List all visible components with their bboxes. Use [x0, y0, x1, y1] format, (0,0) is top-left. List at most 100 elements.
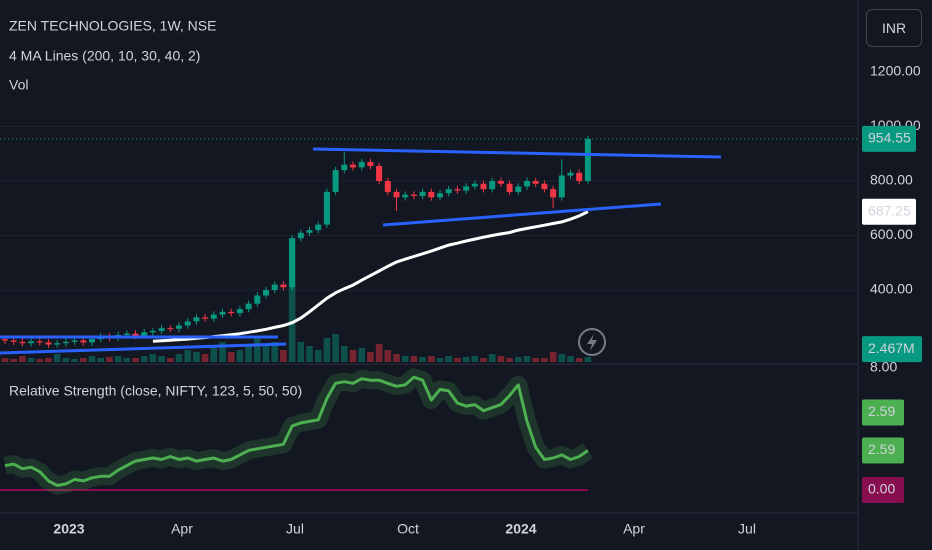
volume-bar: [245, 344, 252, 362]
candle-body: [2, 339, 8, 341]
y-tick-label: 800.00: [870, 172, 913, 188]
candle-body: [271, 284, 278, 291]
candle-body: [132, 333, 139, 336]
volume-bar: [384, 350, 392, 362]
volume-bar: [262, 346, 270, 362]
candle-body: [463, 186, 470, 191]
x-tick-label: Apr: [171, 521, 193, 537]
candle-body: [567, 172, 574, 176]
volume-bar: [80, 358, 87, 362]
volume-bar: [332, 334, 339, 362]
volume-bar: [140, 356, 148, 362]
value-badge-label: 2.59: [868, 403, 895, 419]
volume-bar: [436, 358, 444, 362]
value-badge: [862, 198, 916, 225]
candle-body: [123, 333, 130, 336]
trend-line: [382, 202, 662, 227]
candle-body: [576, 172, 583, 181]
x-tick-label: Jul: [738, 521, 756, 537]
candle-body: [254, 295, 261, 304]
volume-bar: [27, 358, 35, 362]
rs-line: [4, 375, 589, 487]
volume-bar: [497, 356, 505, 362]
volume-bar: [123, 358, 131, 362]
candle-body: [532, 181, 539, 184]
volume-bar: [193, 352, 200, 362]
candle-body: [367, 161, 374, 167]
candle-body: [45, 342, 52, 345]
candle-body: [62, 341, 69, 344]
volume-bar: [236, 350, 244, 362]
candle-body: [497, 181, 504, 184]
volume-bar: [314, 350, 322, 362]
volume-bar: [471, 356, 479, 362]
volume-bar: [219, 342, 226, 362]
volume-bar: [280, 350, 287, 362]
volume-bar: [175, 354, 183, 362]
candle-body: [428, 191, 435, 198]
candle-body: [541, 183, 548, 190]
volume-bar: [488, 354, 496, 362]
volume-bar: [428, 356, 435, 362]
volume-bar: [375, 344, 383, 362]
candle-body: [158, 328, 165, 331]
x-tick-label: Jul: [286, 521, 304, 537]
candle-body: [454, 189, 461, 191]
x-tick-label: Oct: [397, 521, 419, 537]
candle-body: [558, 175, 565, 198]
candle-body: [445, 189, 452, 194]
candle-body: [524, 181, 530, 187]
value-badge: [862, 399, 904, 426]
volume-bar: [445, 356, 452, 362]
volume-bar: [532, 358, 539, 362]
volume-bar: [419, 357, 426, 362]
candle-body: [297, 232, 304, 239]
volume-bar: [184, 350, 191, 362]
volume-bar: [106, 357, 113, 362]
value-badge: [862, 437, 904, 464]
candle-body: [480, 183, 487, 190]
alert-icon: [578, 328, 606, 356]
candle-body: [71, 340, 78, 342]
volume-bar: [523, 356, 531, 362]
rs-tick-label: 8.00: [870, 359, 897, 375]
volume-bar: [567, 356, 574, 362]
candle-body: [419, 191, 426, 196]
volume-bar: [132, 358, 139, 362]
volume-bar: [584, 357, 592, 362]
value-badge-label: 0.00: [868, 481, 895, 497]
volume-bar: [549, 352, 557, 362]
candle-body: [315, 224, 322, 231]
volume-bar: [288, 238, 296, 362]
candle-body: [323, 191, 330, 225]
candle-body: [10, 340, 17, 342]
candle-body: [471, 183, 478, 187]
x-tick-label: 2023: [53, 521, 84, 537]
volume-bar: [88, 356, 96, 362]
volume-bar: [454, 358, 461, 362]
volume-bar: [541, 358, 548, 362]
candle-body: [210, 314, 217, 319]
volume-bar: [558, 354, 566, 362]
volume-bar: [71, 359, 78, 362]
candle-body: [393, 191, 400, 198]
candle-body: [341, 164, 348, 171]
candle-body: [306, 230, 313, 233]
candle-body: [289, 238, 296, 288]
volume-bar: [506, 358, 513, 362]
volume-bar: [480, 358, 487, 362]
volume-bar: [45, 358, 52, 362]
volume-bar: [36, 359, 44, 362]
candle-body: [515, 186, 522, 192]
candle-body: [193, 317, 200, 322]
candle-body: [489, 181, 496, 190]
volume-bar: [19, 356, 26, 362]
value-badge: [862, 336, 922, 363]
x-tick-label: Apr: [623, 521, 645, 537]
volume-label: Vol: [9, 77, 28, 93]
indicator-label: 4 MA Lines (200, 10, 30, 40, 2): [9, 48, 200, 64]
rs-title: Relative Strength (close, NIFTY, 123, 5,…: [9, 383, 302, 399]
currency-button[interactable]: INR: [866, 9, 922, 47]
candle-body: [384, 181, 391, 192]
